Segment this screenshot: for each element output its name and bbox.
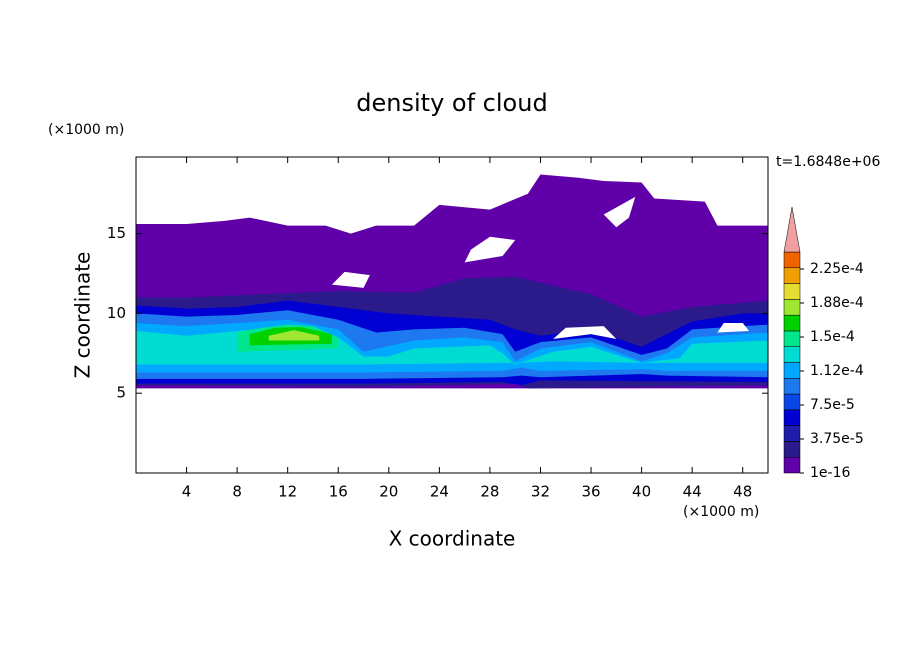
contour-fill xyxy=(553,326,617,339)
colorbar-label: 1.88e-4 xyxy=(810,295,864,311)
plot-frame xyxy=(135,156,769,474)
x-tick-label: 40 xyxy=(632,483,651,501)
colorbar-box xyxy=(783,283,801,300)
colorbar-box xyxy=(783,409,801,426)
contour-fill xyxy=(331,271,370,288)
x-tick-label: 36 xyxy=(581,483,600,501)
colorbar-box xyxy=(783,456,801,474)
colorbar-box xyxy=(783,425,801,442)
contour-fill xyxy=(268,330,320,341)
colorbar-extend xyxy=(783,206,801,253)
colorbar-box xyxy=(783,362,801,379)
x-tick-label: 12 xyxy=(278,483,297,501)
colorbar-box xyxy=(783,299,801,316)
colorbar-box xyxy=(783,251,801,269)
colorbar-box xyxy=(783,393,801,411)
contour-fill xyxy=(464,236,516,263)
chart-title: density of cloud xyxy=(356,89,547,117)
contour-field xyxy=(136,174,768,389)
y-unit: (×1000 m) xyxy=(48,122,124,138)
colorbar-box xyxy=(783,378,801,395)
x-tick-label: 16 xyxy=(329,483,348,501)
x-tick-label: 4 xyxy=(182,483,192,501)
colorbar-label: 1.5e-4 xyxy=(810,329,855,345)
colorbar-label: 1.12e-4 xyxy=(810,363,864,379)
y-tick-label: 15 xyxy=(107,224,126,242)
colorbar-label: 1e-16 xyxy=(810,465,850,481)
colorbar-box xyxy=(783,330,801,347)
colorbar-box xyxy=(783,314,801,332)
colorbar-box xyxy=(783,346,801,363)
x-tick-label: 24 xyxy=(430,483,449,501)
x-tick-label: 20 xyxy=(379,483,398,501)
x-tick-label: 32 xyxy=(531,483,550,501)
colorbar-box xyxy=(783,441,801,458)
y-axis-label: Z coordinate xyxy=(71,252,95,379)
x-tick-label: 44 xyxy=(683,483,702,501)
contour-fill xyxy=(717,322,750,333)
x-axis-label: X coordinate xyxy=(389,527,516,551)
x-unit: (×1000 m) xyxy=(683,504,759,520)
colorbar-box xyxy=(783,267,801,284)
colorbar-label: 2.25e-4 xyxy=(810,261,864,277)
colorbar-label: 7.5e-5 xyxy=(810,397,855,413)
colorbar-label: 3.75e-5 xyxy=(810,431,864,447)
contour-fill xyxy=(603,196,636,228)
y-tick-label: 5 xyxy=(116,384,126,402)
x-tick-label: 28 xyxy=(480,483,499,501)
x-tick-label: 48 xyxy=(733,483,752,501)
y-tick-label: 10 xyxy=(107,304,126,322)
x-tick-label: 8 xyxy=(232,483,242,501)
time-label: t=1.6848e+06 xyxy=(776,154,880,170)
